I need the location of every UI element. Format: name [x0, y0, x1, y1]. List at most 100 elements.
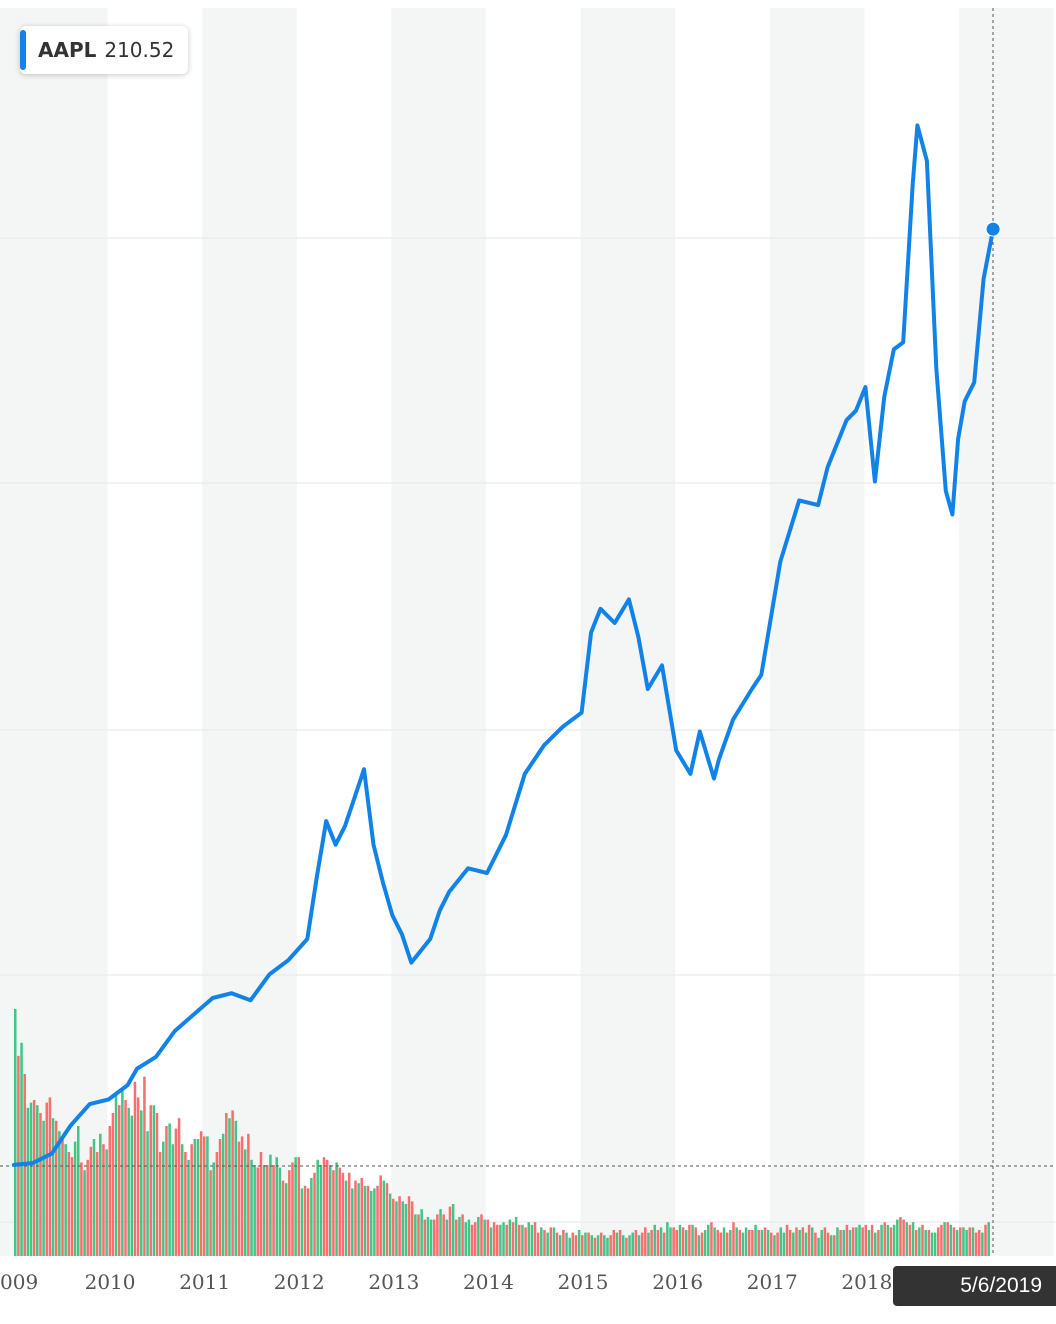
volume-bar	[782, 1232, 786, 1256]
volume-bar	[603, 1235, 606, 1256]
volume-bar	[845, 1224, 849, 1256]
volume-bar	[388, 1193, 392, 1256]
volume-bar	[329, 1165, 332, 1256]
volume-bar	[48, 1097, 52, 1256]
year-band	[391, 8, 486, 1256]
volume-bar	[536, 1232, 540, 1256]
volume-bar	[17, 1055, 20, 1256]
volume-bar	[823, 1227, 827, 1256]
volume-bar	[259, 1152, 263, 1256]
volume-bar	[316, 1159, 319, 1256]
x-tick-label: 2010	[85, 1270, 136, 1294]
volume-bar	[243, 1149, 247, 1256]
volume-bar	[303, 1185, 307, 1256]
legend-ticker: AAPL	[38, 38, 97, 62]
volume-bar	[152, 1105, 156, 1256]
x-tick-label: 2017	[747, 1270, 798, 1294]
volume-bar	[206, 1136, 209, 1256]
volume-bar	[14, 1009, 17, 1256]
volume-bar	[80, 1162, 83, 1256]
volume-bar	[558, 1235, 562, 1256]
volume-bar	[95, 1152, 99, 1256]
volume-bar	[826, 1232, 830, 1256]
volume-bar	[146, 1131, 149, 1256]
year-band	[0, 8, 108, 1256]
volume-bar	[681, 1227, 685, 1256]
volume-bar	[779, 1227, 783, 1256]
volume-bar	[732, 1222, 735, 1256]
x-axis-ticks: 009 2010 2011 2012 2013 2014 2015 2016 2017 2018	[0, 1270, 892, 1294]
volume-bar	[177, 1118, 181, 1256]
volume-bar	[804, 1232, 808, 1256]
volume-bar	[445, 1219, 449, 1256]
volume-bar	[678, 1224, 682, 1256]
volume-bar	[842, 1230, 846, 1256]
volume-bar	[880, 1224, 883, 1256]
volume-bar	[42, 1120, 45, 1256]
volume-bar	[281, 1180, 285, 1256]
volume-bar	[61, 1139, 64, 1256]
volume-bar	[297, 1157, 301, 1256]
volume-bar	[697, 1235, 701, 1256]
volume-bar	[385, 1183, 389, 1256]
volume-bar	[984, 1224, 987, 1256]
volume-bar	[373, 1188, 376, 1256]
volume-bar	[565, 1232, 568, 1256]
volume-bar	[351, 1188, 354, 1256]
volume-bar	[294, 1157, 297, 1256]
volume-bar	[801, 1227, 805, 1256]
volume-bar	[196, 1139, 200, 1256]
x-tick-label: 009	[0, 1270, 38, 1294]
year-band	[580, 8, 676, 1256]
volume-bar	[952, 1227, 956, 1256]
volume-bar	[874, 1232, 877, 1256]
volume-bar	[968, 1227, 972, 1256]
volume-bar	[703, 1230, 707, 1256]
volume-bar	[511, 1222, 515, 1256]
volume-bar	[505, 1224, 508, 1256]
volume-bar	[58, 1131, 61, 1256]
volume-bar	[946, 1222, 949, 1256]
volume-bar	[417, 1214, 420, 1256]
volume-bar	[716, 1230, 720, 1256]
volume-bar	[473, 1222, 477, 1256]
legend-color-swatch	[20, 30, 26, 70]
volume-bar	[215, 1152, 219, 1256]
volume-bar	[423, 1219, 427, 1256]
volume-bar	[770, 1232, 773, 1256]
volume-bar	[247, 1133, 250, 1256]
last-price-marker	[985, 221, 1001, 237]
year-band	[202, 8, 297, 1256]
volume-bar	[943, 1222, 946, 1256]
legend-value: 210.52	[104, 38, 175, 62]
volume-bar	[747, 1230, 751, 1256]
volume-bar	[275, 1157, 278, 1256]
volume-bar	[521, 1224, 524, 1256]
volume-bar	[347, 1172, 351, 1256]
volume-bar	[933, 1232, 937, 1256]
volume-bar	[470, 1224, 474, 1256]
volume-bar	[713, 1227, 716, 1256]
crosshair-date-badge: 5/6/2019	[893, 1266, 1056, 1306]
volume-bar	[502, 1222, 505, 1256]
year-band	[959, 8, 1054, 1256]
volume-bar	[864, 1224, 868, 1256]
volume-bar	[231, 1110, 234, 1256]
volume-bar	[432, 1219, 436, 1256]
volume-bar	[555, 1232, 559, 1256]
volume-bar	[735, 1227, 738, 1256]
volume-bar	[628, 1235, 631, 1256]
volume-bar	[625, 1237, 628, 1256]
volume-bar	[64, 1144, 67, 1256]
volume-bar	[310, 1178, 313, 1256]
volume-bar	[158, 1152, 162, 1256]
volume-bar	[514, 1217, 518, 1256]
volume-bar	[905, 1222, 909, 1256]
volume-bar	[855, 1227, 858, 1256]
volume-bar	[193, 1139, 197, 1256]
volume-bar	[644, 1227, 647, 1256]
volume-bar	[284, 1183, 288, 1256]
volume-bar	[458, 1217, 461, 1256]
volume-bar	[666, 1222, 669, 1256]
